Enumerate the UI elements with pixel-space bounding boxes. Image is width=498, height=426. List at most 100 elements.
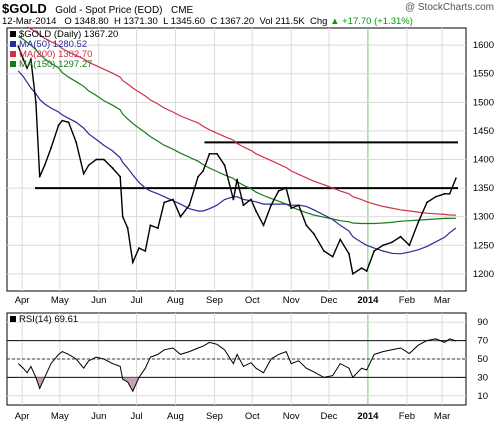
legend-label: MA(50) 1280.52 bbox=[19, 39, 87, 50]
x-tick-label: Aug bbox=[167, 295, 184, 306]
price-point bbox=[26, 67, 29, 69]
x-tick-label: Nov bbox=[283, 295, 300, 306]
high-value: 1371.30 bbox=[123, 16, 158, 27]
price-point bbox=[305, 224, 308, 227]
y-tick-label: 1300 bbox=[473, 212, 494, 223]
legend-swatch bbox=[10, 51, 16, 57]
price-point bbox=[443, 192, 446, 195]
rsi-legend-label: RSI(14) 69.61 bbox=[19, 314, 78, 325]
price-point bbox=[448, 192, 451, 195]
rsi-x-tick-label: Feb bbox=[399, 411, 415, 422]
y-tick-label: 1250 bbox=[473, 240, 494, 251]
rsi-x-tick-label: Apr bbox=[15, 411, 30, 422]
volume-value: 211.5K bbox=[275, 16, 305, 27]
change-label: Chg bbox=[310, 16, 328, 27]
rsi-legend-swatch bbox=[10, 316, 16, 322]
price-point bbox=[417, 221, 420, 224]
rsi-x-tick-label: Oct bbox=[245, 411, 260, 422]
legend-label: $GOLD (Daily) 1367.20 bbox=[19, 29, 118, 40]
rsi-y-tick-label: 30 bbox=[477, 372, 488, 383]
price-grid bbox=[7, 28, 466, 291]
price-point bbox=[61, 119, 64, 122]
price-point bbox=[149, 224, 152, 227]
price-point bbox=[365, 270, 368, 272]
price-point bbox=[434, 195, 437, 198]
price-point bbox=[119, 175, 122, 178]
series-line-ma-50- bbox=[17, 70, 457, 255]
x-tick-label: Jul bbox=[130, 295, 142, 306]
price-point bbox=[126, 227, 129, 230]
price-point bbox=[157, 227, 159, 230]
price-point bbox=[75, 141, 78, 144]
y-tick-label: 1350 bbox=[473, 183, 494, 194]
rsi-y-tick-label: 90 bbox=[477, 317, 488, 328]
rsi-x-tick-label: Jun bbox=[91, 411, 106, 422]
price-point bbox=[35, 101, 37, 104]
price-point bbox=[339, 238, 342, 241]
price-point bbox=[43, 164, 46, 167]
price-point bbox=[348, 252, 350, 255]
price-point bbox=[351, 272, 354, 275]
rsi-x-tick-label: Sep bbox=[206, 411, 223, 422]
price-point bbox=[312, 232, 315, 235]
stockcharts-credit: @ StockCharts.com bbox=[404, 2, 494, 13]
rsi-y-tick-label: 70 bbox=[477, 336, 488, 347]
x-tick-label: Oct bbox=[245, 295, 260, 306]
price-point bbox=[331, 255, 334, 258]
price-point bbox=[111, 167, 114, 169]
rsi-line bbox=[17, 338, 457, 393]
price-point bbox=[82, 172, 85, 175]
x-tick-label: Dec bbox=[320, 295, 337, 306]
y-tick-label: 1500 bbox=[473, 97, 494, 108]
rsi-y-tick-label: 50 bbox=[477, 354, 488, 365]
price-point bbox=[50, 147, 52, 149]
x-tick-label: 2014 bbox=[357, 295, 379, 306]
y-tick-label: 1600 bbox=[473, 40, 494, 51]
rsi-x-tick-label: Nov bbox=[283, 411, 300, 422]
symbol-description: Gold - Spot Price (EOD) bbox=[55, 5, 163, 16]
rsi-x-tick-label: Dec bbox=[320, 411, 337, 422]
open-value: 1348.80 bbox=[74, 16, 109, 27]
y-tick-label: 1200 bbox=[473, 269, 494, 280]
price-point bbox=[408, 244, 411, 247]
low-value: 1345.60 bbox=[170, 16, 206, 27]
change-value: +17.70 (+1.31%) bbox=[342, 16, 413, 27]
high-label: H bbox=[113, 16, 121, 27]
exchange-label: CME bbox=[170, 5, 194, 16]
rsi-x-tick-label: Mar bbox=[434, 411, 450, 422]
price-point bbox=[290, 207, 293, 209]
rsi-y-tick-label: 10 bbox=[477, 391, 488, 402]
price-point bbox=[29, 58, 32, 61]
price-point bbox=[138, 247, 140, 250]
price-point bbox=[322, 250, 325, 252]
price-point bbox=[390, 241, 393, 244]
price-point bbox=[22, 58, 25, 61]
legend-swatch bbox=[10, 61, 16, 67]
y-tick-label: 1550 bbox=[473, 69, 494, 80]
legend-swatch bbox=[10, 31, 16, 37]
price-point bbox=[277, 190, 280, 192]
price-point bbox=[373, 250, 376, 252]
series-line-ma-150- bbox=[18, 36, 456, 225]
price-point bbox=[202, 170, 205, 172]
price-point bbox=[197, 175, 200, 178]
quote-row: 12-Mar-2014 O 1348.80 H 1371.30 L 1345.6… bbox=[2, 16, 413, 27]
price-point bbox=[255, 210, 257, 212]
price-point bbox=[297, 204, 300, 207]
price-point bbox=[121, 215, 124, 218]
price-point bbox=[208, 152, 211, 155]
symbol-title: $GOLD bbox=[2, 1, 47, 16]
x-tick-label: Apr bbox=[15, 295, 30, 306]
rsi-x-tick-label: 2014 bbox=[357, 411, 379, 422]
price-point bbox=[232, 198, 235, 201]
volume-label: Vol bbox=[259, 16, 273, 27]
price-point bbox=[285, 187, 288, 189]
price-point bbox=[172, 198, 174, 201]
y-tick-label: 1400 bbox=[473, 155, 494, 166]
price-point bbox=[144, 250, 147, 252]
close-value: 1367.20 bbox=[219, 16, 255, 27]
price-point bbox=[67, 121, 70, 124]
price-point bbox=[38, 175, 41, 178]
